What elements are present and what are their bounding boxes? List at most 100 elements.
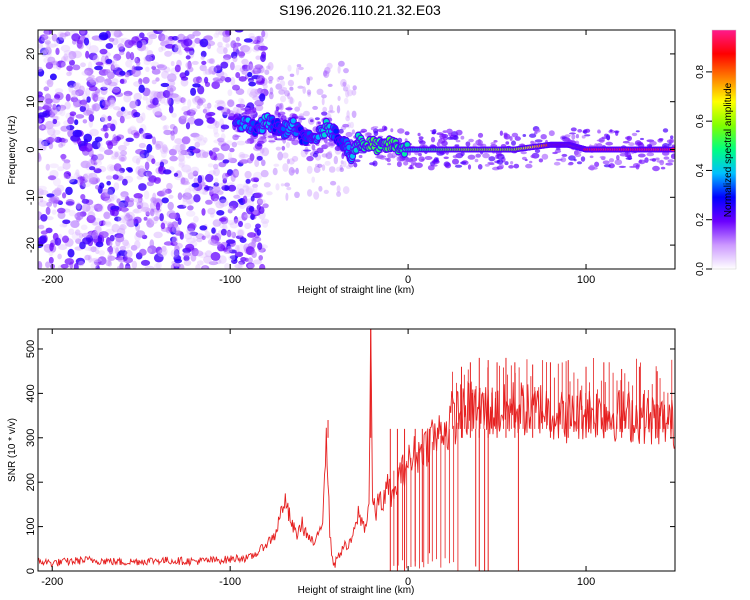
spectrogram-cell: [183, 38, 193, 47]
spectrogram-cell: [259, 93, 266, 102]
spectrogram-cell: [276, 77, 280, 83]
spectrogram-cell: [102, 220, 108, 226]
spectrogram-cell: [122, 215, 129, 225]
spectrogram-cell: [177, 204, 187, 209]
spectrogram-cell: [74, 119, 79, 126]
spectrogram-cell: [185, 55, 191, 60]
spectrogram-cell: [70, 96, 79, 103]
spectrogram-cell: [287, 64, 292, 72]
spectrogram-cell: [608, 158, 615, 163]
spectrogram-cell: [91, 231, 99, 240]
spectrogram-cell: [143, 190, 150, 200]
spectrogram-cell: [268, 140, 276, 143]
spectrogram-cell: [467, 154, 476, 160]
spectrogram-cell: [85, 50, 90, 59]
spectrogram-cell: [584, 128, 591, 133]
spectrogram-x-tick-label: -100: [219, 274, 241, 286]
spectrogram-cell: [204, 231, 211, 238]
spectrogram-cell: [202, 67, 208, 76]
spectrogram-cell: [596, 143, 603, 148]
spectrogram-y-tick-label: -10: [25, 189, 37, 205]
spectrogram-cell: [216, 210, 225, 216]
spectrogram-cell: [167, 73, 177, 82]
spectrogram-cell: [121, 206, 128, 213]
spectrogram-cell: [83, 246, 93, 251]
spectrogram-cell: [115, 239, 121, 247]
spectrogram-cell: [496, 159, 504, 165]
spectrogram-cell: [69, 111, 77, 116]
spectrogram-cell: [183, 47, 194, 52]
spectrogram-cell: [670, 156, 675, 159]
spectrogram-cell: [217, 182, 226, 187]
spectrogram-cell: [168, 148, 177, 156]
spectrogram-cell: [129, 100, 137, 109]
spectrogram-cell: [113, 182, 120, 191]
spectrogram-cell: [418, 152, 422, 157]
spectrogram-cell: [658, 138, 664, 141]
spectrogram-cell: [45, 261, 51, 269]
spectrogram-cell: [70, 91, 79, 99]
spectrogram-cell: [580, 156, 586, 162]
spectrogram-cell: [211, 81, 220, 90]
spectrogram-cell: [324, 66, 331, 74]
spectrogram-cell: [288, 158, 295, 165]
spectrogram-cell: [128, 197, 134, 203]
spectrogram-cell: [208, 66, 213, 75]
spectrogram-cell: [216, 46, 227, 55]
spectrogram-cell: [218, 199, 229, 207]
spectrogram-cell: [190, 87, 197, 96]
colorbar-ticks: 0.0 0.2 0.4 0.6 0.8: [695, 64, 712, 276]
spectrogram-cell: [189, 108, 198, 113]
spectrogram-cell: [193, 194, 201, 203]
spectrogram-cell: [351, 110, 357, 119]
spectrogram-cell: [90, 153, 96, 163]
spectrogram-cell: [135, 60, 141, 67]
spectrogram-cell: [187, 66, 194, 73]
spectrogram-cell: [212, 147, 220, 153]
spectrogram-cell: [618, 165, 627, 168]
spectrogram-cell: [548, 130, 555, 137]
spectrogram-cell: [38, 142, 42, 147]
spectrogram-cell: [323, 70, 330, 79]
spectrogram-cell: [345, 89, 350, 98]
spectrogram-cell: [41, 124, 52, 131]
spectrogram-cell: [316, 88, 324, 96]
spectrogram-cell: [234, 263, 243, 269]
spectrogram-cell: [233, 216, 238, 224]
spectrogram-cell: [202, 265, 208, 269]
spectrogram-cell: [174, 64, 181, 73]
spectrogram-cell: [44, 30, 50, 37]
spectrogram-cell: [311, 176, 316, 183]
spectrogram-cell: [111, 78, 119, 84]
spectrogram-cell: [89, 128, 99, 137]
spectrogram-cell: [150, 61, 159, 67]
spectrogram-cell: [538, 158, 544, 163]
spectrogram-cell: [637, 153, 646, 158]
spectrogram-cell: [46, 201, 53, 207]
spectrogram-cell: [231, 204, 237, 211]
spectrogram-cell: [173, 172, 179, 177]
spectrogram-cell: [345, 115, 351, 122]
spectrogram-cell: [207, 207, 216, 215]
spectrogram-cell: [52, 177, 61, 187]
spectrogram-cell: [386, 157, 391, 163]
spectrogram-cell: [182, 115, 188, 120]
spectrogram-cell: [306, 165, 313, 174]
spectrogram-cell: [95, 184, 100, 190]
spectrogram-cell: [181, 136, 191, 145]
spectrogram-cell: [226, 248, 233, 253]
spectrogram-cell: [635, 164, 640, 170]
spectrogram-cell: [555, 148, 561, 151]
spectrogram-cell: [38, 124, 45, 130]
spectrogram-cell: [41, 140, 48, 149]
spectrogram-cell: [598, 137, 605, 143]
spectrogram-cell: [153, 263, 161, 269]
spectrogram-cell: [628, 142, 635, 147]
snr-plot-area: [38, 329, 675, 571]
spectrogram-cell: [227, 99, 235, 108]
spectrogram-cell: [65, 199, 75, 207]
spectrogram-cell: [571, 134, 576, 140]
spectrogram-cell: [104, 149, 114, 156]
spectrogram-cell: [529, 160, 533, 164]
spectrogram-cell: [38, 106, 44, 111]
